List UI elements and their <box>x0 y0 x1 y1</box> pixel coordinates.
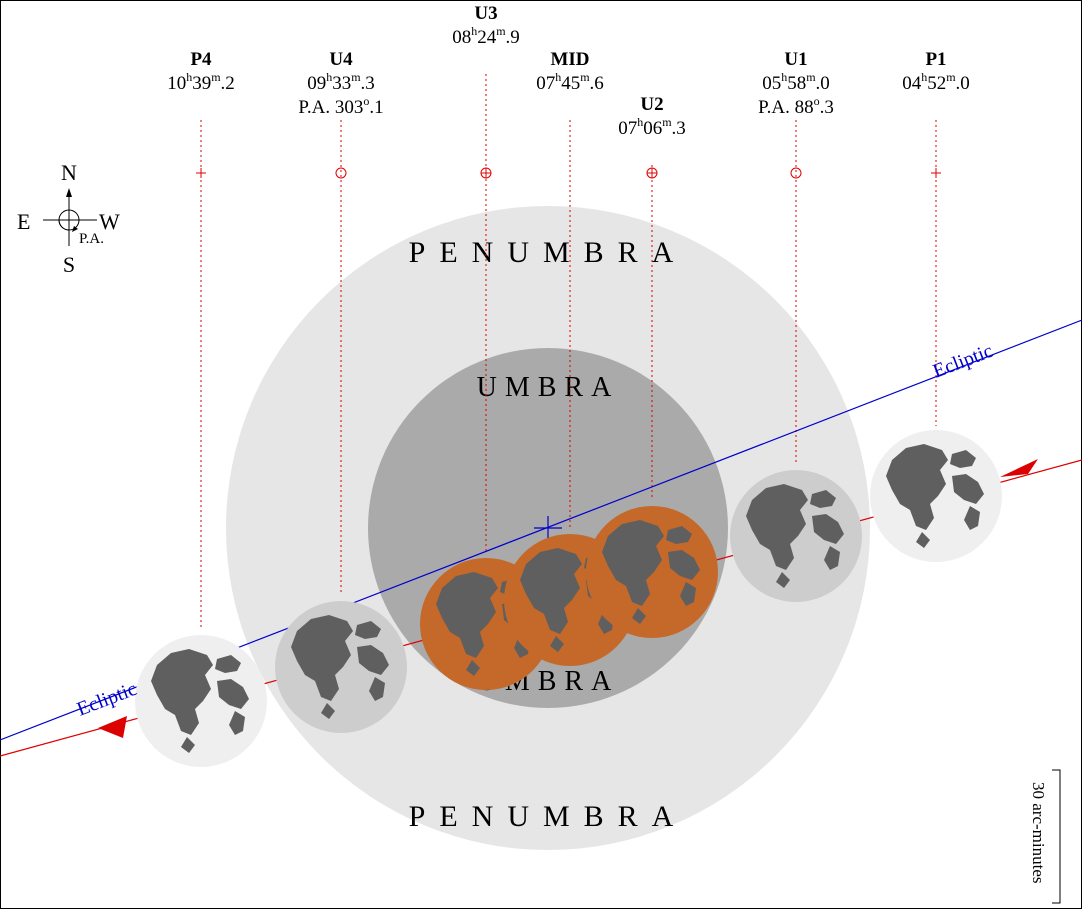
penumbra-label-top: PENUMBRA <box>409 236 688 269</box>
compass-pa-label: P.A. <box>79 231 104 247</box>
p4-label: P4 <box>190 49 212 70</box>
p1-label: P1 <box>925 49 946 70</box>
p1-time: 04h52m.0 <box>902 70 970 94</box>
mid-time: 07h45m.6 <box>536 70 604 94</box>
u1-marker-circle <box>790 167 802 179</box>
u4-label: U4 <box>329 49 353 70</box>
compass-west: W <box>99 209 120 234</box>
u3-marker-circle <box>480 167 492 179</box>
moon-p4 <box>135 635 267 767</box>
ecliptic-label-left: Ecliptic <box>74 678 140 721</box>
u2-label: U2 <box>640 94 663 115</box>
umbra-label-top: UMBRA <box>477 372 620 403</box>
u4-position-angle: P.A. 303o.1 <box>298 94 383 118</box>
moon-u1 <box>730 470 862 602</box>
u1-time: 05h58m.0 <box>762 70 830 94</box>
penumbra-label-bottom: PENUMBRA <box>409 800 688 833</box>
path-arrow-right <box>1000 459 1038 477</box>
u3-time: 08h24m.9 <box>452 24 520 48</box>
compass-north-arrow <box>66 188 72 197</box>
moon-u2 <box>586 506 718 638</box>
moon-p1 <box>870 430 1002 562</box>
moon-positions <box>135 430 1002 767</box>
u4-time: 09h33m.3 <box>307 70 375 94</box>
ecliptic-label-right: Ecliptic <box>930 340 996 383</box>
orientation-compass: N S E W P.A. <box>17 160 120 277</box>
scale-label: 30 arc-minutes <box>1029 782 1048 884</box>
position-angle-arrow <box>72 226 78 232</box>
u3-label: U3 <box>474 3 497 24</box>
u1-label: U1 <box>784 49 807 70</box>
scale-bar: 30 arc-minutes <box>1029 769 1061 904</box>
u4-marker-circle <box>335 167 347 179</box>
contact-markers <box>196 167 941 179</box>
mid-label: MID <box>550 49 589 70</box>
compass-north: N <box>61 160 77 185</box>
u1-position-angle: P.A. 88o.3 <box>758 94 834 118</box>
compass-south: S <box>63 252 75 277</box>
path-arrow-left <box>98 716 127 738</box>
u2-marker-circle <box>646 167 658 179</box>
p4-time: 10h39m.2 <box>167 70 235 94</box>
u2-time: 07h06m.3 <box>618 115 686 139</box>
compass-east: E <box>17 209 30 234</box>
position-angle-arc <box>58 219 70 231</box>
moon-u4 <box>275 601 407 733</box>
scale-bracket <box>1052 769 1061 904</box>
